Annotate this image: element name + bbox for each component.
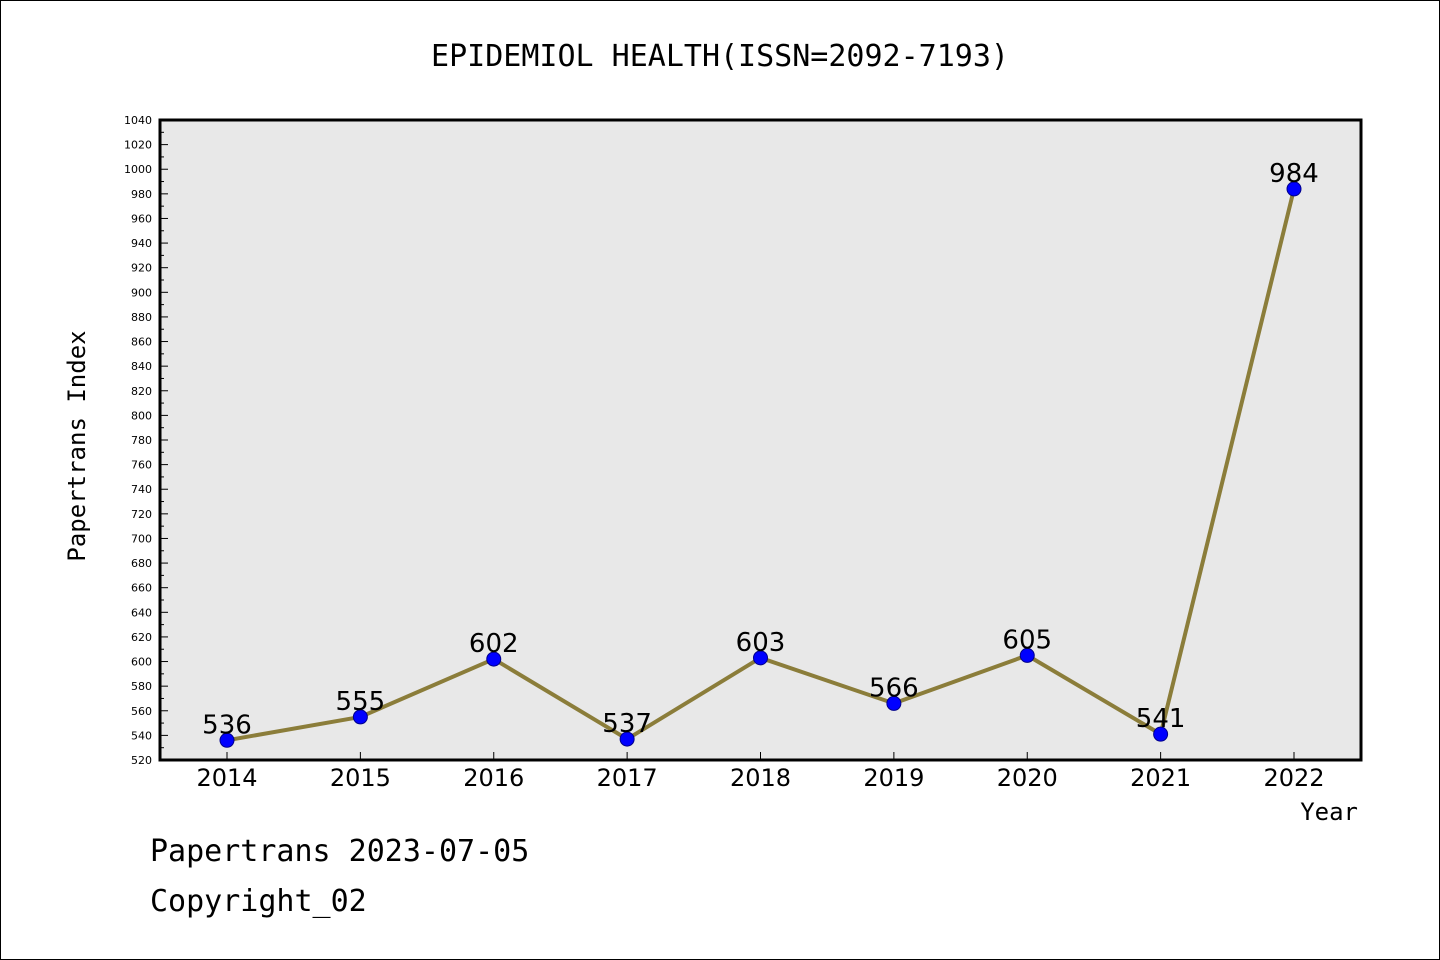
y-tick-label: 640 <box>131 606 152 619</box>
x-tick-label: 2014 <box>196 764 257 792</box>
data-point <box>486 651 502 667</box>
y-tick-label: 860 <box>131 336 152 349</box>
y-tick-label: 820 <box>131 385 152 398</box>
y-axis-label: Papertrans Index <box>63 330 91 561</box>
x-tick-label: 2016 <box>463 764 524 792</box>
data-label: 603 <box>736 628 786 658</box>
x-tick-label: 2021 <box>1130 764 1191 792</box>
x-axis: 2014 2015 2016 2017 2018 2019 2020 2021 2022 <box>196 752 1325 792</box>
data-point <box>619 731 635 747</box>
y-tick-label: 740 <box>131 483 152 496</box>
chart-title: EPIDEMIOL HEALTH(ISSN=2092-7193) <box>431 39 1009 74</box>
data-label: 566 <box>869 673 919 703</box>
y-tick-label: 1040 <box>124 114 152 127</box>
data-label: 537 <box>602 709 652 739</box>
data-point <box>352 709 368 725</box>
y-tick-label: 960 <box>131 212 152 225</box>
y-tick-label: 720 <box>131 508 152 521</box>
y-tick-label: 940 <box>131 237 152 250</box>
y-tick-label: 600 <box>131 656 152 669</box>
y-tick-label: 580 <box>131 680 152 693</box>
x-tick-label: 2018 <box>730 764 791 792</box>
data-label: 984 <box>1269 159 1319 189</box>
data-point <box>753 650 768 666</box>
y-tick-label: 920 <box>131 262 152 275</box>
x-axis-label: Year <box>1300 798 1358 826</box>
data-label: 555 <box>336 687 386 717</box>
y-tick-label: 540 <box>131 729 152 742</box>
data-point <box>1019 647 1035 663</box>
y-tick-label: 780 <box>131 434 152 447</box>
x-tick-label: 2017 <box>597 764 658 792</box>
footer-date: Papertrans 2023-07-05 <box>150 834 530 869</box>
y-tick-label: 900 <box>131 286 152 299</box>
y-tick-label: 800 <box>131 409 152 422</box>
y-tick-label: 560 <box>131 705 152 718</box>
y-tick-label: 680 <box>131 557 152 570</box>
y-tick-label: 520 <box>131 754 152 767</box>
data-point <box>1153 726 1169 742</box>
x-tick-label: 2022 <box>1263 764 1324 792</box>
y-tick-label: 620 <box>131 631 152 644</box>
y-tick-label: 980 <box>131 188 152 201</box>
x-tick-label: 2020 <box>997 764 1058 792</box>
y-tick-label: 700 <box>131 532 152 545</box>
data-label: 536 <box>202 710 252 740</box>
series-group: 536 555 602 537 603 566 605 541 984 <box>202 159 1319 748</box>
y-tick-label: 840 <box>131 360 152 373</box>
footer-copyright: Copyright_02 <box>150 884 367 919</box>
x-tick-label: 2015 <box>330 764 391 792</box>
y-tick-label: 660 <box>131 582 152 595</box>
y-tick-label: 1000 <box>124 163 152 176</box>
data-point <box>219 732 235 748</box>
data-label: 602 <box>469 629 519 659</box>
data-point <box>886 695 902 711</box>
x-tick-label: 2019 <box>863 764 924 792</box>
y-tick-label: 880 <box>131 311 152 324</box>
y-tick-label: 1020 <box>124 139 152 152</box>
data-label: 605 <box>1002 625 1052 655</box>
y-axis: 520 540 560 580 600 620 640 660 680 700 720 740 760 7… <box>124 114 168 767</box>
data-point <box>1286 181 1302 197</box>
data-label: 541 <box>1136 704 1186 734</box>
y-tick-label: 760 <box>131 459 152 472</box>
